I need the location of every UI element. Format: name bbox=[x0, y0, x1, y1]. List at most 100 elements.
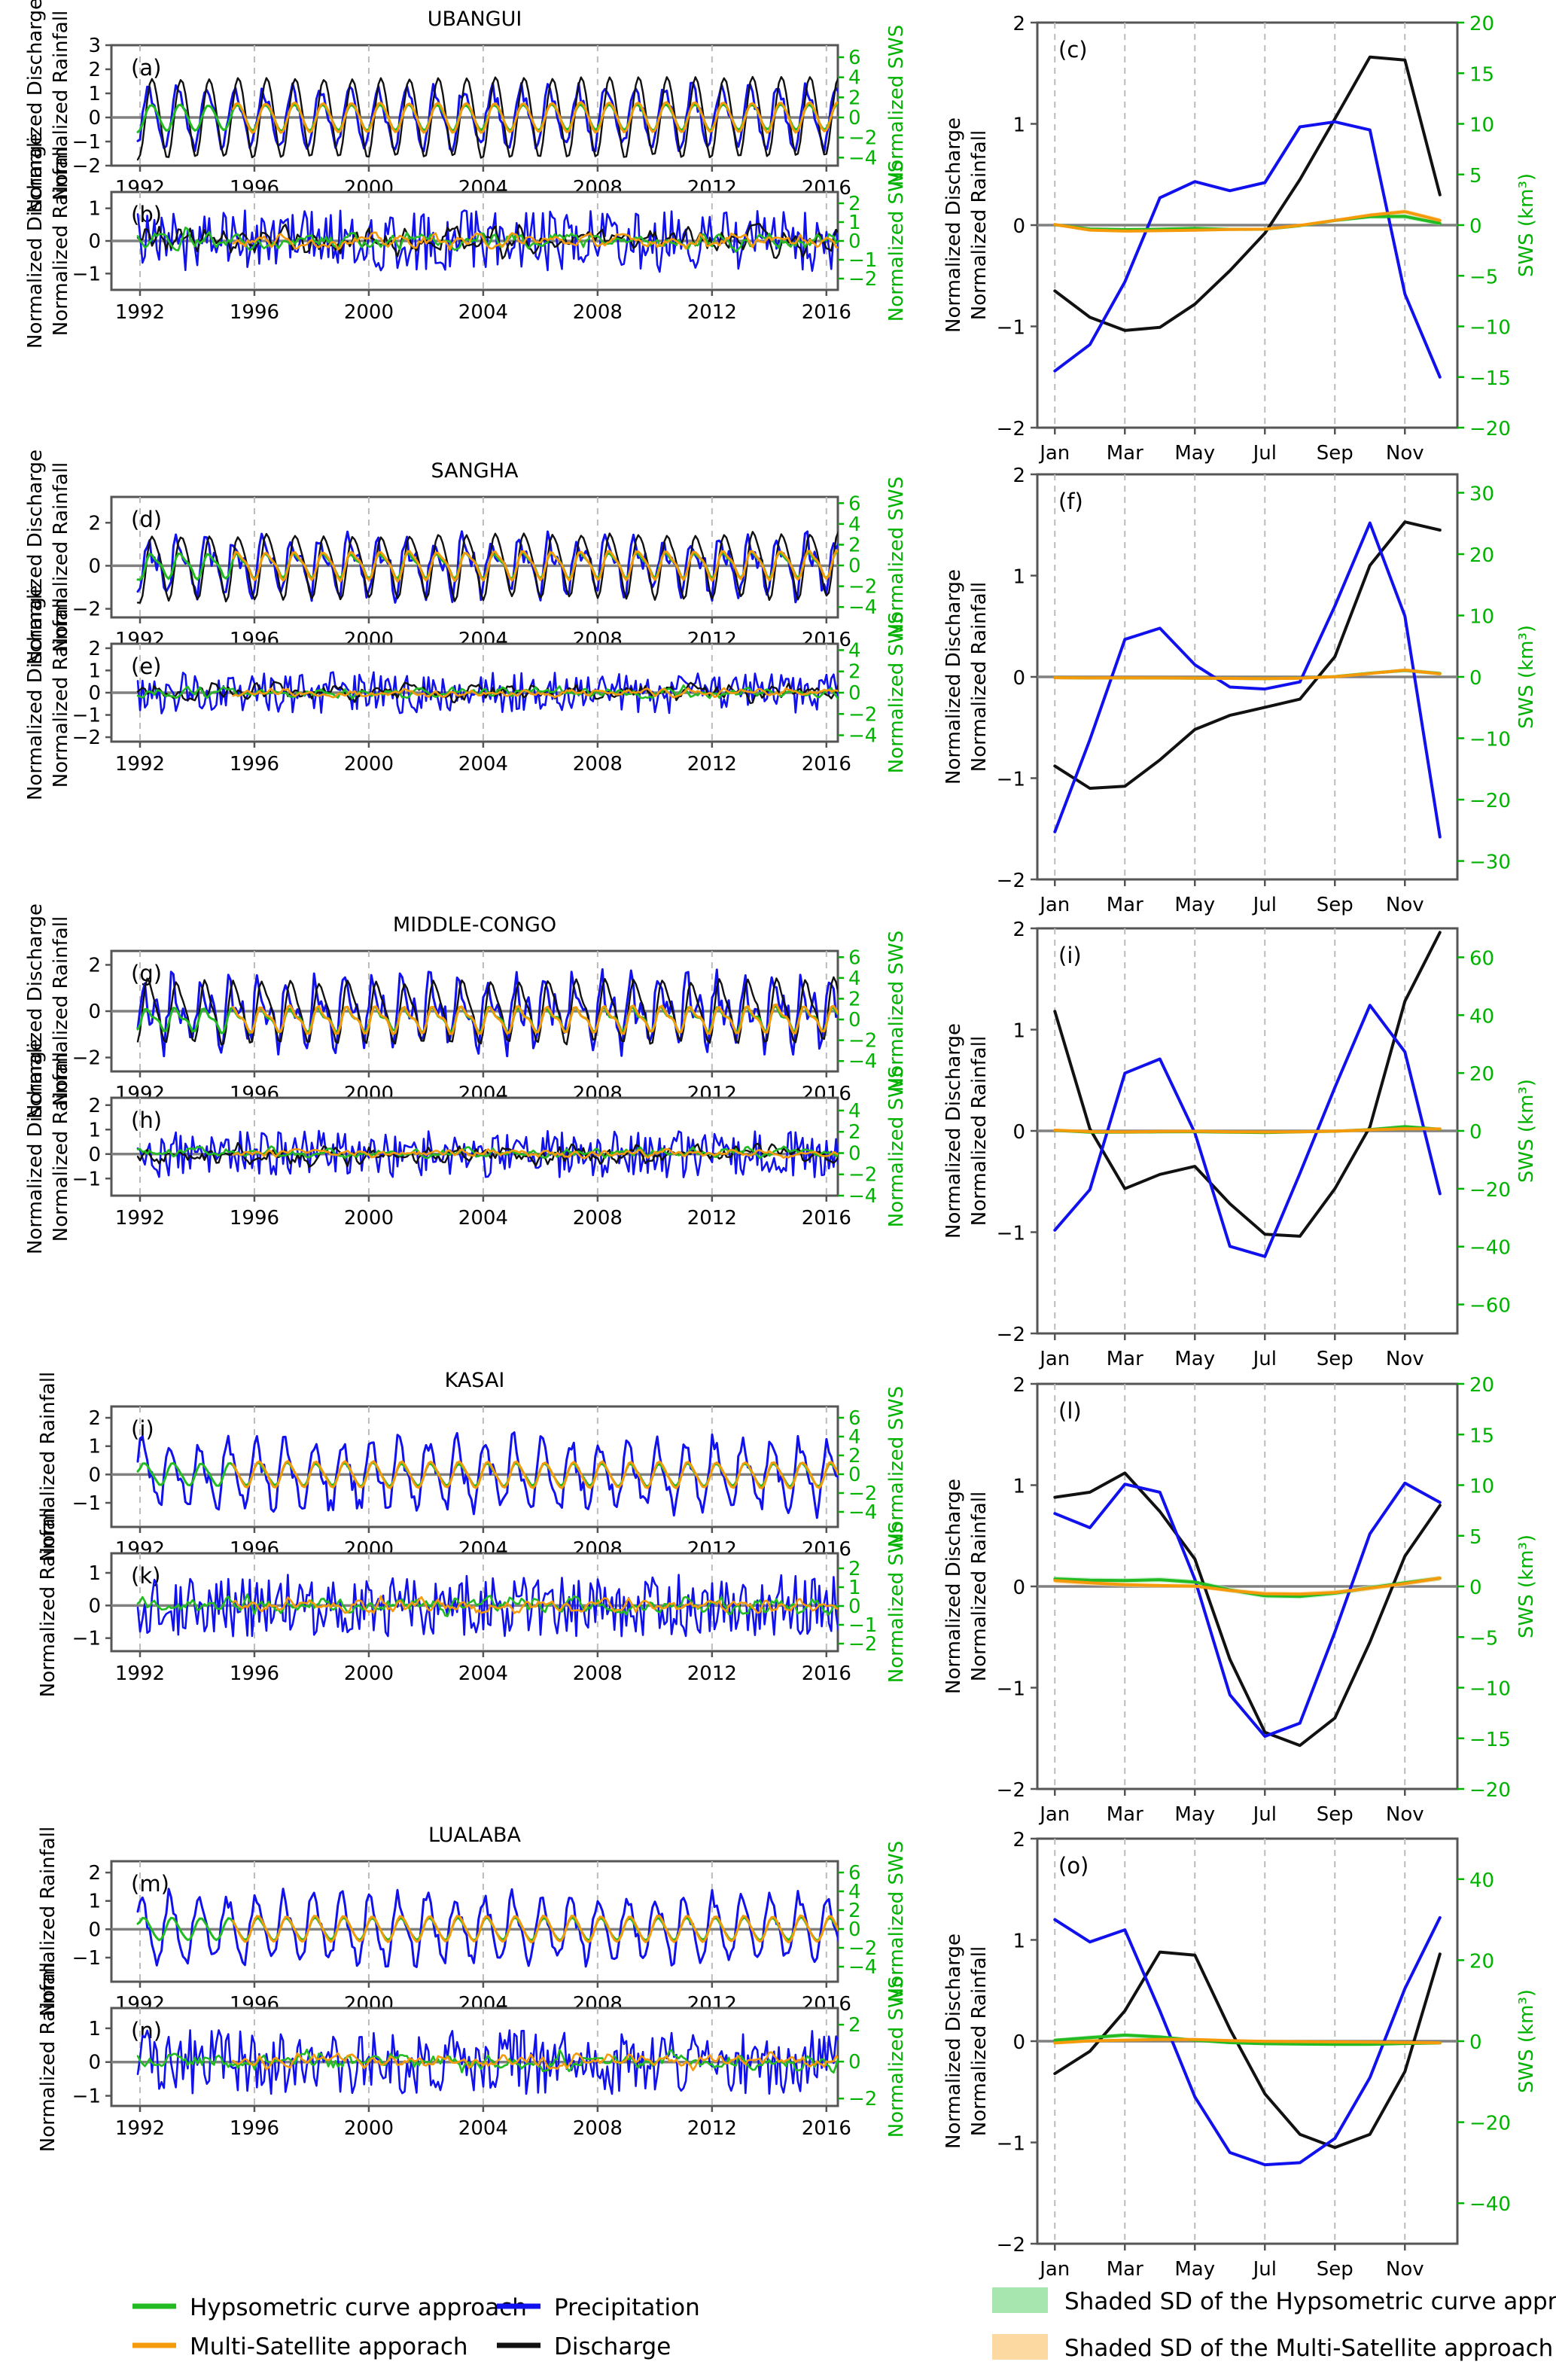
multisatellite-line bbox=[232, 687, 838, 699]
right-y-tick-label: −2 bbox=[848, 1937, 877, 1960]
right-y-tick-label: 0 bbox=[848, 1464, 861, 1486]
x-tick-label: 1992 bbox=[115, 1207, 165, 1230]
basin-title: MIDDLE-CONGO bbox=[393, 913, 556, 937]
x-tick-label: 1996 bbox=[230, 753, 279, 776]
x-tick-label: Sep bbox=[1317, 1803, 1354, 1826]
x-tick-label: Mar bbox=[1107, 2258, 1143, 2281]
right-axis-label: SWS (km³) bbox=[1515, 625, 1538, 729]
y-tick-label: −1 bbox=[997, 2133, 1025, 2156]
right-y-tick-label: 6 bbox=[848, 1862, 861, 1885]
right-y-tick-label: 6 bbox=[848, 492, 861, 515]
left-axis-label: Normalized Rainfall bbox=[968, 1492, 991, 1681]
legend-label: Multi-Satellite apporach bbox=[190, 2333, 468, 2360]
y-tick-label: −1 bbox=[997, 1678, 1025, 1701]
y-tick-label: 2 bbox=[88, 59, 101, 81]
right-y-tick-label: 20 bbox=[1469, 1374, 1494, 1397]
basin-title: UBANGUI bbox=[428, 8, 522, 31]
right-y-tick-label: −20 bbox=[1469, 790, 1511, 812]
x-tick-label: Jul bbox=[1252, 894, 1277, 916]
y-tick-label: −1 bbox=[72, 1628, 101, 1650]
right-axis-label: Normalized SWS bbox=[885, 1522, 908, 1683]
right-y-tick-label: −10 bbox=[1469, 729, 1511, 751]
right-y-tick-label: −2 bbox=[848, 703, 877, 726]
x-tick-label: 2016 bbox=[802, 301, 851, 324]
panel-id: (d) bbox=[131, 507, 162, 532]
panel-id: (e) bbox=[131, 654, 161, 679]
right-axis-label: SWS (km³) bbox=[1515, 1989, 1538, 2093]
left-axis-label: Normalized Rainfall bbox=[37, 1507, 59, 1697]
left-axis-label: Normalized Discharge bbox=[942, 569, 965, 785]
left-axis-label: Normalized Discharge bbox=[24, 0, 47, 213]
right-y-tick-label: 0 bbox=[848, 1918, 861, 1941]
right-y-tick-label: 6 bbox=[848, 946, 861, 969]
y-tick-label: 2 bbox=[1012, 465, 1025, 487]
legend-swatch bbox=[992, 2287, 1048, 2313]
right-y-tick-label: 2 bbox=[848, 988, 861, 1010]
hypsometric-line bbox=[136, 684, 838, 700]
panel-id: (o) bbox=[1058, 1853, 1089, 1879]
y-tick-label: −1 bbox=[72, 131, 101, 154]
multisatellite-line bbox=[232, 1460, 838, 1490]
right-y-tick-label: 0 bbox=[1469, 2031, 1482, 2054]
y-tick-label: −2 bbox=[72, 599, 101, 621]
y-tick-label: 0 bbox=[1012, 1577, 1025, 1599]
basin-title: LUALABA bbox=[428, 1824, 522, 1847]
y-tick-label: 1 bbox=[1012, 114, 1025, 137]
right-y-tick-label: 2 bbox=[848, 193, 861, 215]
discharge-line bbox=[136, 976, 838, 1046]
right-y-tick-label: 0 bbox=[848, 107, 861, 130]
right-y-tick-label: 10 bbox=[1469, 605, 1494, 628]
right-y-tick-label: 0 bbox=[848, 2051, 861, 2074]
y-tick-label: 2 bbox=[1012, 1374, 1025, 1397]
y-tick-label: 2 bbox=[88, 1407, 101, 1430]
right-y-tick-label: −40 bbox=[1469, 2193, 1511, 2216]
precipitation-line bbox=[136, 1888, 838, 1968]
x-tick-label: 2000 bbox=[344, 301, 394, 324]
left-axis-label: Normalized Rainfall bbox=[50, 916, 72, 1106]
right-axis-label: Normalized SWS bbox=[885, 931, 908, 1092]
x-tick-label: 2004 bbox=[458, 1662, 508, 1685]
right-y-tick-label: 2 bbox=[848, 1121, 861, 1144]
y-tick-label: −2 bbox=[997, 418, 1025, 440]
left-axis-label: Normalized Discharge bbox=[942, 1023, 965, 1239]
y-tick-label: 2 bbox=[88, 1862, 101, 1885]
hypsometric-line bbox=[136, 1593, 838, 1617]
y-tick-label: −1 bbox=[72, 2086, 101, 2108]
x-tick-label: Jul bbox=[1252, 442, 1277, 465]
precipitation-line bbox=[136, 1129, 838, 1178]
right-y-tick-label: 10 bbox=[1469, 114, 1494, 137]
left-axis-label: Normalized Rainfall bbox=[37, 1372, 59, 1562]
y-tick-label: 1 bbox=[1012, 1931, 1025, 1953]
y-tick-label: 0 bbox=[88, 682, 101, 705]
right-y-tick-label: −4 bbox=[848, 596, 877, 619]
right-y-tick-label: 5 bbox=[1469, 1526, 1482, 1549]
x-tick-label: 1992 bbox=[115, 753, 165, 776]
panel-id: (h) bbox=[131, 1108, 162, 1133]
x-tick-label: 2012 bbox=[687, 2117, 737, 2140]
right-axis-label: Normalized SWS bbox=[885, 1841, 908, 2002]
right-y-tick-label: 2 bbox=[848, 534, 861, 556]
right-y-tick-label: 40 bbox=[1469, 1005, 1494, 1028]
x-tick-label: 1992 bbox=[115, 2117, 165, 2140]
left-axis-label: Normalized Discharge bbox=[24, 1039, 47, 1254]
y-tick-label: 0 bbox=[1012, 215, 1025, 238]
x-tick-label: Sep bbox=[1317, 442, 1354, 465]
y-tick-label: 0 bbox=[1012, 667, 1025, 690]
y-tick-label: 1 bbox=[88, 1436, 101, 1458]
x-tick-label: Nov bbox=[1386, 894, 1424, 916]
right-y-tick-label: 2 bbox=[848, 1900, 861, 1922]
right-y-tick-label: 4 bbox=[848, 968, 861, 990]
discharge-line bbox=[1053, 55, 1442, 332]
x-tick-label: Jul bbox=[1252, 2258, 1277, 2281]
y-tick-label: 1 bbox=[88, 660, 101, 682]
x-tick-label: 2016 bbox=[802, 1662, 851, 1685]
y-tick-label: 3 bbox=[88, 35, 101, 57]
y-tick-label: −1 bbox=[72, 1947, 101, 1970]
right-y-tick-label: 20 bbox=[1469, 544, 1494, 567]
right-y-tick-label: −15 bbox=[1469, 367, 1511, 390]
right-y-tick-label: 0 bbox=[1469, 1121, 1482, 1144]
right-y-tick-label: −4 bbox=[848, 1185, 877, 1208]
